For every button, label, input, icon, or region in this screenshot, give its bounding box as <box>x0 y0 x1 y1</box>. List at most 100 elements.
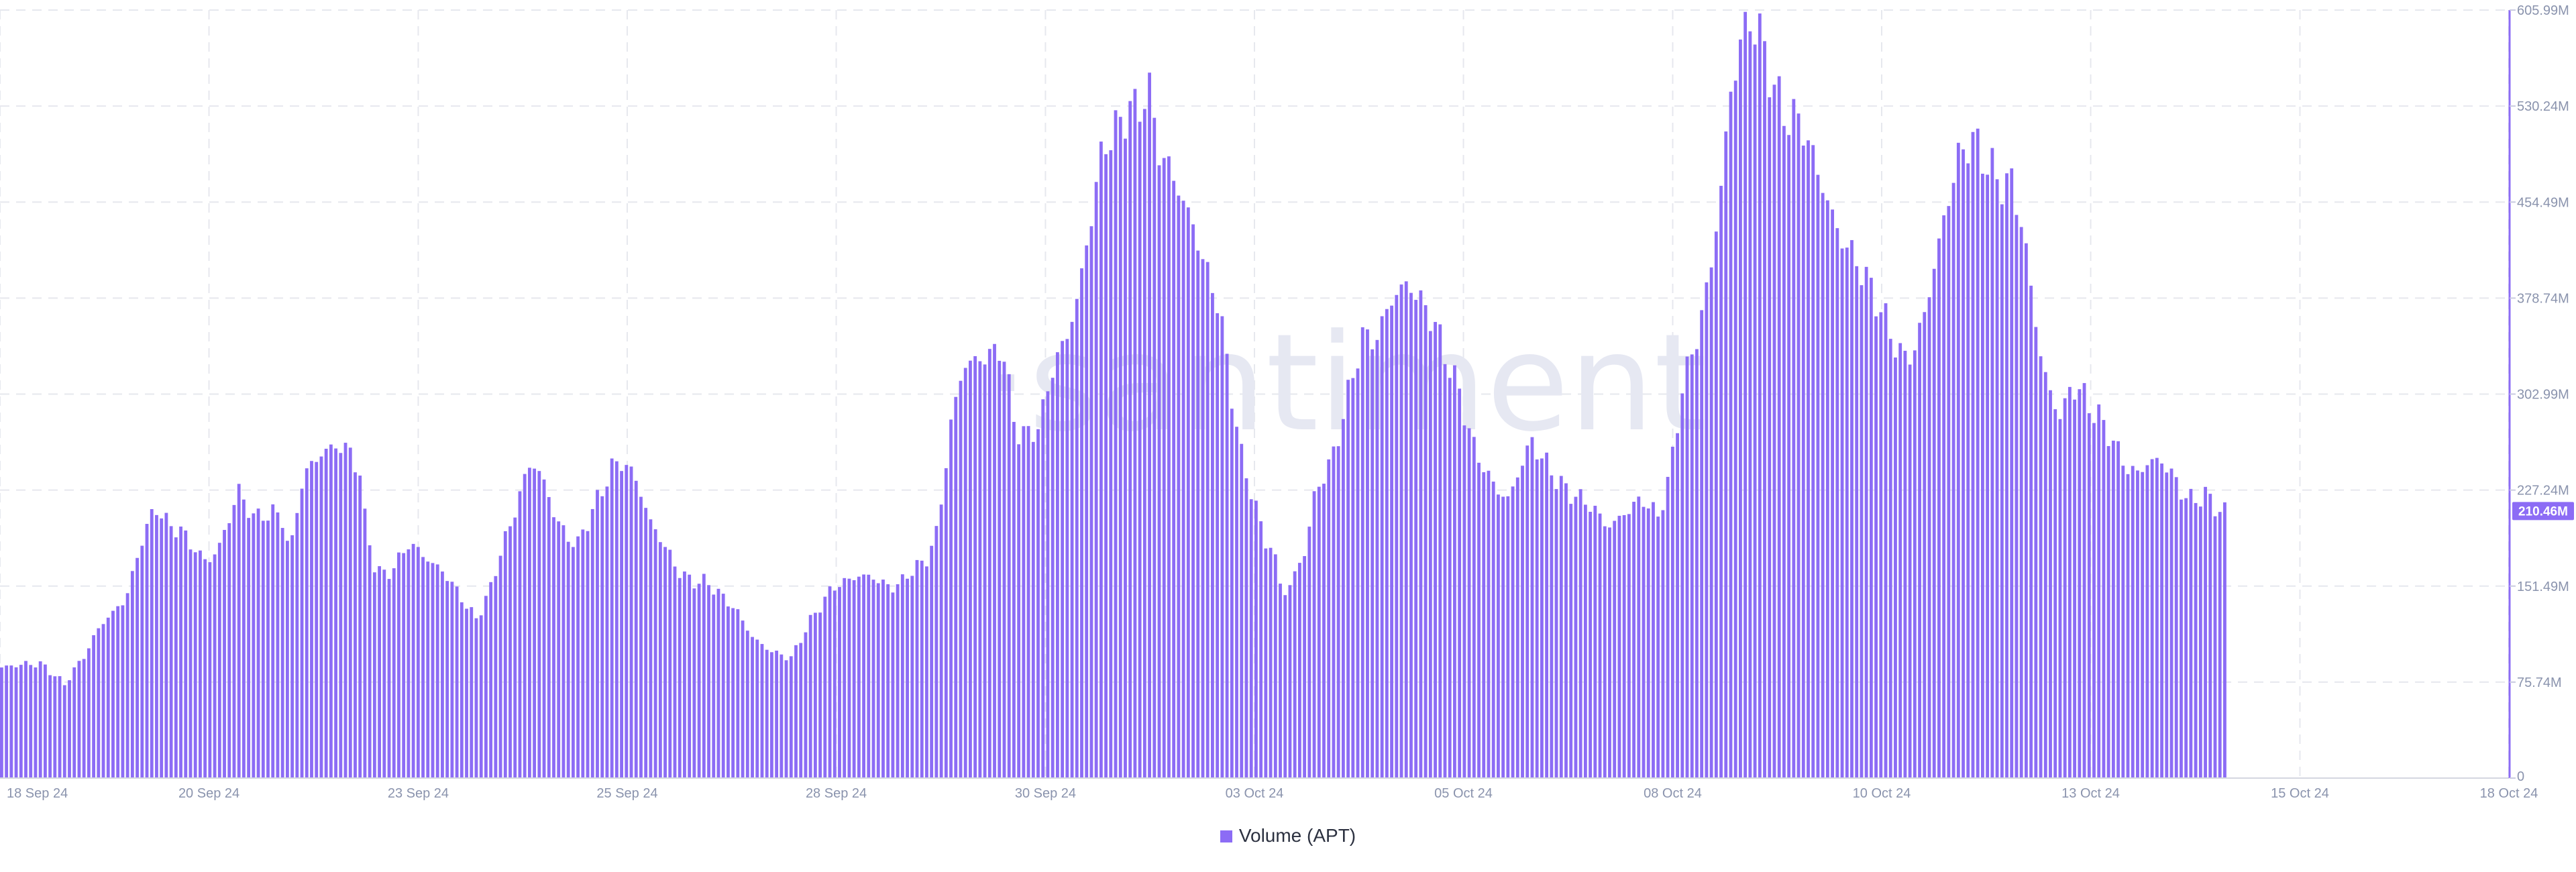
volume-bar <box>2073 399 2077 778</box>
volume-bar <box>53 676 57 778</box>
volume-bar <box>203 559 207 778</box>
volume-bar <box>886 584 890 778</box>
volume-bar <box>1676 433 1679 778</box>
volume-bar <box>1777 76 1781 778</box>
y-tick-label: 378.74M <box>2517 291 2569 306</box>
volume-bar <box>2174 477 2178 778</box>
volume-bar <box>1269 547 1273 778</box>
volume-bar <box>533 468 537 778</box>
volume-bar <box>150 508 154 778</box>
volume-bar <box>2043 372 2047 778</box>
volume-bar <box>876 583 880 778</box>
volume-bar <box>653 529 657 778</box>
volume-bar <box>484 596 488 778</box>
volume-bar <box>2208 494 2212 778</box>
volume-bar <box>833 590 837 778</box>
volume-bar <box>978 361 982 778</box>
volume-bar <box>237 484 241 778</box>
volume-bar <box>571 547 575 778</box>
volume-bar <box>2136 470 2139 778</box>
volume-bar <box>1835 228 1839 778</box>
volume-bar <box>1540 458 1544 778</box>
volume-bar <box>2141 472 2145 778</box>
volume-bar <box>1128 101 1132 778</box>
volume-bar <box>498 555 502 778</box>
volume-bar <box>1351 378 1355 778</box>
volume-bar <box>1181 201 1185 778</box>
volume-bar <box>2218 512 2222 778</box>
volume-bar <box>1807 140 1810 779</box>
volume-bar <box>649 519 653 778</box>
volume-bar <box>136 557 139 778</box>
volume-bar <box>1264 548 1268 778</box>
volume-bar <box>261 521 265 778</box>
volume-bar <box>392 568 396 778</box>
volume-bar <box>1279 584 1282 778</box>
volume-bar <box>1070 321 1074 778</box>
volume-bar <box>2121 466 2125 778</box>
volume-bar <box>1613 521 1617 778</box>
volume-bar <box>678 578 682 778</box>
volume-bar <box>470 607 474 778</box>
volume-bar <box>1487 470 1491 778</box>
volume-bar <box>1918 323 1921 778</box>
volume-bar <box>1739 39 1742 778</box>
volume-bar <box>1089 226 1093 778</box>
volume-bar <box>324 449 328 778</box>
volume-bar <box>1525 445 1529 778</box>
volume-bar <box>789 656 793 778</box>
volume-bar <box>1569 504 1573 778</box>
volume-bar <box>1564 483 1568 778</box>
volume-bar <box>1787 135 1791 778</box>
volume-bar <box>189 549 193 778</box>
volume-bar <box>1142 109 1146 779</box>
volume-bar <box>634 480 638 778</box>
volume-bar <box>576 536 580 778</box>
volume-bar <box>1467 428 1471 778</box>
y-tick-label: 151.49M <box>2517 580 2569 594</box>
volume-bar <box>993 343 996 778</box>
volume-bar <box>852 580 856 778</box>
volume-bar <box>745 631 749 778</box>
volume-bar <box>77 661 81 778</box>
volume-bar <box>199 550 202 778</box>
volume-bar <box>1840 248 1844 778</box>
volume-bar <box>247 518 251 778</box>
volume-bar <box>503 531 507 778</box>
volume-bar <box>1705 282 1709 779</box>
volume-bar <box>1225 353 1229 778</box>
volume-bar <box>1031 441 1035 778</box>
legend-swatch <box>1220 830 1232 842</box>
volume-bar <box>1240 443 1244 778</box>
volume-bar <box>1230 408 1234 778</box>
volume-bar <box>193 552 197 778</box>
volume-bar <box>1138 121 1142 779</box>
volume-bar <box>169 526 173 778</box>
chart-legend[interactable]: Volume (APT) <box>0 825 2576 847</box>
volume-bar <box>1216 313 1220 778</box>
volume-bar <box>1753 44 1757 778</box>
volume-bar <box>1036 429 1040 778</box>
volume-bar <box>1530 437 1534 778</box>
volume-bar <box>62 685 66 778</box>
volume-bar <box>1622 514 1626 778</box>
y-tick-label: 0 <box>2517 769 2524 784</box>
volume-bar <box>1589 511 1593 778</box>
volume-bar <box>818 612 822 778</box>
volume-bar <box>2005 173 2008 779</box>
volume-bar <box>934 526 938 778</box>
volume-bar <box>954 396 958 778</box>
volume-bar <box>2068 386 2072 778</box>
volume-bar <box>1956 142 1960 779</box>
current-value-label: 210.46M <box>2518 504 2568 519</box>
volume-bar <box>1652 502 1655 778</box>
volume-bar <box>354 472 357 778</box>
volume-bar <box>1578 489 1582 778</box>
volume-bar <box>431 563 435 778</box>
volume-bar <box>1511 486 1515 778</box>
volume-bar <box>784 660 788 778</box>
volume-bar <box>891 592 895 778</box>
volume-bar <box>290 535 294 778</box>
volume-bar <box>97 628 101 778</box>
volume-bar <box>348 447 352 778</box>
